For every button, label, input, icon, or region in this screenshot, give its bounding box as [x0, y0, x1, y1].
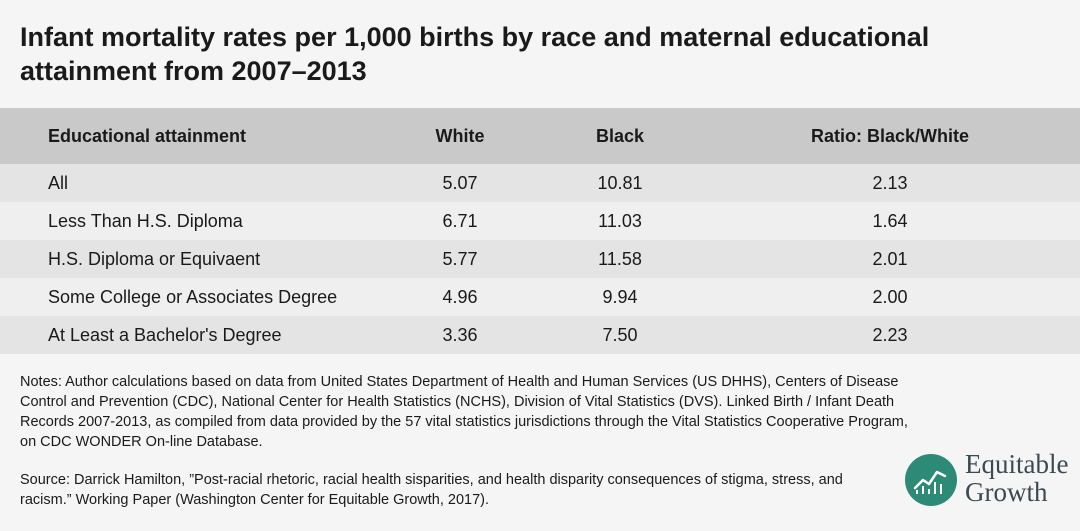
white-rate-cell: 3.36	[442, 324, 478, 345]
white-rate-cell: 5.07	[442, 172, 478, 193]
ratio-cell: 2.23	[872, 324, 908, 345]
white-rate-cell: 4.96	[442, 286, 478, 307]
black-rate-cell: 10.81	[597, 172, 643, 193]
ratio-cell: 2.00	[872, 286, 908, 307]
black-rate-cell: 11.03	[598, 210, 642, 231]
logo-wordmark: Equitable Growth	[965, 450, 1068, 506]
equitable-growth-logo: Equitable Growth	[905, 448, 1080, 524]
equitable-growth-logo-icon	[905, 454, 957, 506]
education-cell: At Least a Bachelor's Degree	[48, 324, 282, 345]
white-rate-cell: 6.71	[442, 210, 478, 231]
notes-text: Notes: Author calculations based on data…	[20, 374, 908, 450]
data-table: Educational attainment White Black Ratio…	[0, 108, 1080, 354]
table-row: At Least a Bachelor's Degree 3.36 7.50 2.23	[0, 316, 1080, 354]
table-body: All 5.07 10.81 2.13 Less Than H.S. Diploma 6.…	[0, 164, 1080, 354]
table-row: All 5.07 10.81 2.13	[0, 164, 1080, 202]
table-row: Some College or Associates Degree 4.96 9.9…	[0, 278, 1080, 316]
ratio-cell: 2.01	[872, 248, 908, 269]
table-header: Educational attainment White Black Ratio…	[0, 108, 1080, 164]
logo-line-2: Growth	[965, 477, 1048, 507]
table-row: Less Than H.S. Diploma 6.71 11.03 1.64	[0, 202, 1080, 240]
logo-line-1: Equitable	[965, 449, 1069, 479]
ratio-cell: 2.13	[872, 172, 908, 193]
column-header-black: Black	[595, 125, 645, 146]
education-cell: Less Than H.S. Diploma	[48, 210, 243, 231]
table-row: H.S. Diploma or Equivaent 5.77 11.58 2.01	[0, 240, 1080, 278]
column-header-white: White	[435, 125, 485, 146]
column-header-ratio: Ratio: Black/White	[810, 125, 970, 146]
black-rate-cell: 9.94	[602, 286, 638, 307]
education-cell: Some College or Associates Degree	[48, 286, 338, 307]
column-header-education: Educational attainment	[48, 125, 247, 146]
education-cell: All	[48, 172, 69, 193]
education-cell: H.S. Diploma or Equivaent	[48, 248, 261, 269]
black-rate-cell: 11.58	[598, 248, 642, 269]
ratio-cell: 1.64	[872, 210, 908, 231]
white-rate-cell: 5.77	[442, 248, 478, 269]
black-rate-cell: 7.50	[602, 324, 638, 345]
chart-title: Infant mortality rates per 1,000 births …	[20, 22, 930, 86]
source-text: Source: Darrick Hamilton, ”Post-racial r…	[20, 472, 843, 508]
